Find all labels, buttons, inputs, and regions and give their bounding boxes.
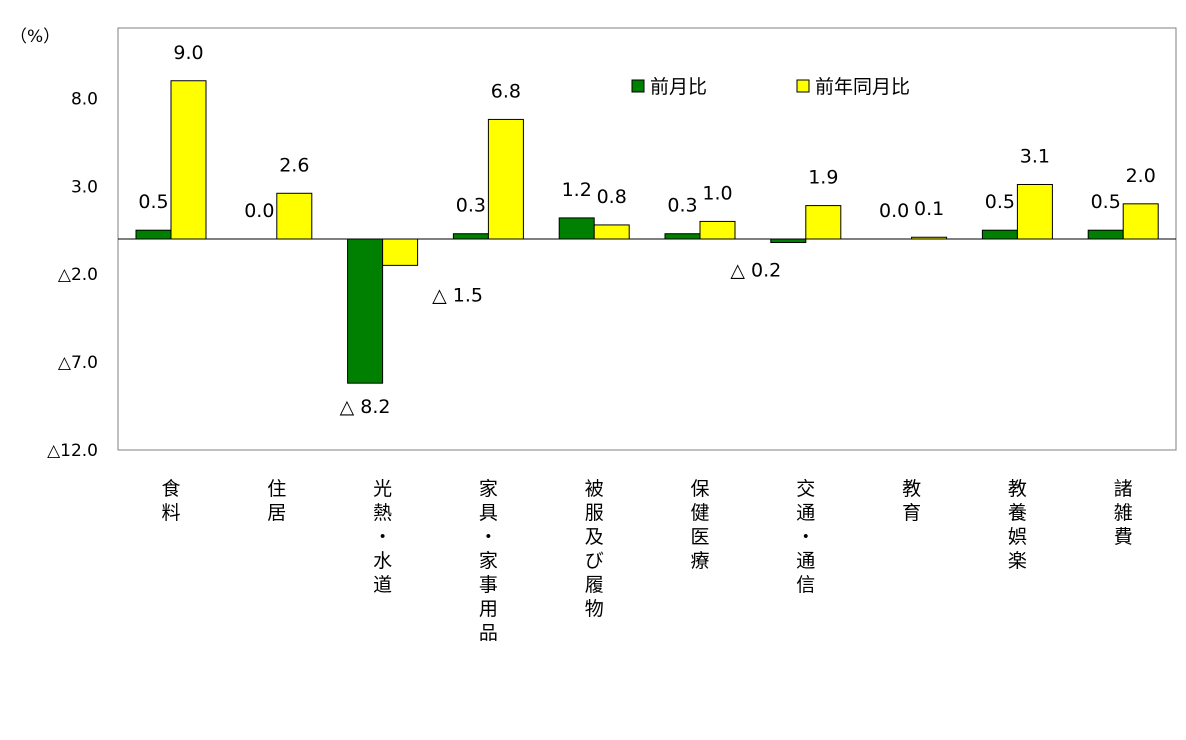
bar — [1122, 203, 1159, 240]
bar — [452, 233, 489, 240]
category-label: 住居 — [267, 478, 286, 524]
bar — [699, 220, 736, 240]
y-tick-label: 3.0 — [71, 177, 98, 197]
y-tick-label: 8.0 — [71, 89, 98, 109]
y-tick-label: △7.0 — [58, 353, 98, 373]
category-label: 食料 — [161, 478, 180, 524]
category-label: 光熱・水道 — [373, 478, 392, 596]
category-label: 教育 — [902, 478, 921, 524]
data-label: 2.0 — [1126, 165, 1156, 187]
data-label: 0.0 — [244, 200, 274, 222]
bar — [347, 238, 384, 384]
bar — [1016, 183, 1053, 240]
bar — [558, 217, 595, 240]
legend-label: 前年同月比 — [815, 76, 910, 98]
data-label: 0.0 — [879, 200, 909, 222]
data-label: 2.6 — [279, 154, 309, 176]
data-label: △ 0.2 — [730, 260, 781, 282]
bar — [276, 192, 313, 240]
bar — [1087, 229, 1124, 240]
data-label: 0.5 — [985, 191, 1015, 213]
data-label: △ 8.2 — [340, 396, 391, 418]
data-label: 1.9 — [808, 167, 838, 189]
data-label: 0.8 — [597, 186, 627, 208]
data-label: △ 1.5 — [432, 284, 483, 306]
category-label: 諸雑費 — [1114, 478, 1133, 548]
category-label: 教養娯楽 — [1008, 478, 1027, 572]
data-label: 3.1 — [1020, 145, 1050, 167]
data-label: 0.3 — [456, 195, 486, 217]
bar — [770, 238, 807, 244]
data-label: 6.8 — [491, 80, 521, 102]
data-label: 0.5 — [138, 191, 168, 213]
data-label: 0.3 — [667, 195, 697, 217]
y-tick-label: △12.0 — [47, 441, 98, 461]
category-label: 保健医療 — [690, 478, 709, 572]
category-label: 被服及び履物 — [585, 478, 604, 620]
bar — [487, 118, 524, 240]
category-label: 家具・家事用品 — [479, 478, 498, 644]
data-label: 1.2 — [562, 179, 592, 201]
bar — [805, 205, 842, 240]
data-label: 1.0 — [702, 182, 732, 204]
bar — [981, 229, 1018, 240]
y-axis-unit-label: （%） — [10, 27, 60, 47]
data-label: 0.1 — [914, 198, 944, 220]
bar — [170, 80, 207, 240]
bar — [382, 238, 419, 266]
legend-swatch — [631, 79, 645, 93]
bar — [135, 229, 172, 240]
bar — [911, 236, 948, 240]
legend-label: 前月比 — [650, 76, 707, 98]
legend-swatch — [796, 79, 810, 93]
bar — [664, 233, 701, 240]
bar — [593, 224, 630, 240]
data-label: 9.0 — [173, 42, 203, 64]
category-label: 交通・通信 — [796, 478, 815, 596]
y-tick-label: △2.0 — [58, 265, 98, 285]
data-label: 0.5 — [1091, 191, 1121, 213]
